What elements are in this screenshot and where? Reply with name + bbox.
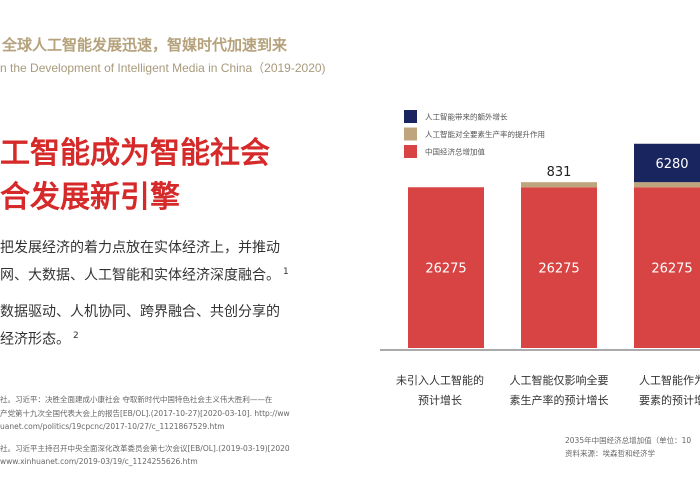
footnote-marker: 2 bbox=[73, 330, 79, 341]
data-label: 26275 bbox=[651, 262, 692, 277]
legend-label: 人工智能对全要素生产率的提升作用 bbox=[425, 129, 545, 139]
data-label: 6280 bbox=[655, 157, 688, 172]
source-line-1: 2035年中国经济总增加值（单位：10 bbox=[565, 436, 692, 445]
body-line-text: 经济形态。 bbox=[0, 331, 70, 348]
legend-swatch bbox=[404, 127, 417, 141]
header-title-cn: 全球人工智能发展迅速，智媒时代加速到来 bbox=[2, 36, 288, 54]
headline: 工智能成为智能社会 合发展新引擎 bbox=[0, 132, 270, 220]
data-label: 26275 bbox=[538, 262, 579, 277]
bar-segment bbox=[408, 187, 484, 348]
category-label: 人工智能作为 bbox=[639, 373, 700, 387]
body-line: 把发展经济的着力点放在实体经济上，并推动 bbox=[0, 240, 280, 256]
headline-line-1: 工智能成为智能社会 bbox=[0, 136, 270, 171]
data-label: 831 bbox=[547, 165, 572, 180]
bar-segment bbox=[521, 182, 597, 188]
reference-line: 社。习近平主持召开中央全面深化改革委员会第七次会议[EB/OL].(2019-0… bbox=[0, 443, 290, 453]
bar-segment bbox=[634, 182, 700, 188]
body-line: 数据驱动、人机协同、跨界融合、共创分享的 bbox=[0, 303, 280, 320]
reference-line: 社。习近平：决胜全面建成小康社会 夺取新时代中国特色社会主义伟大胜利——在 bbox=[0, 395, 273, 404]
header-title-en: n the Development of Intelligent Media i… bbox=[0, 61, 326, 75]
data-label: 26275 bbox=[425, 262, 466, 277]
chart-source: 2035年中国经济总增加值（单位：10 资料来源：埃森哲和经济学 bbox=[565, 434, 691, 460]
legend-label: 人工智能带来的额外增长 bbox=[425, 112, 508, 122]
body-paragraph-2: 数据驱动、人机协同、跨界融合、共创分享的 经济形态。 2 bbox=[0, 300, 289, 352]
body-text: 把发展经济的着力点放在实体经济上，并推动 网、大数据、人工智能和实体经济深度融合… bbox=[0, 236, 289, 363]
category-label: 人工智能仅影响全要 bbox=[510, 373, 609, 387]
bar-segment bbox=[634, 187, 700, 348]
legend-swatch bbox=[404, 110, 417, 123]
legend-swatch bbox=[404, 145, 417, 158]
headline-line-2: 合发展新引擎 bbox=[0, 180, 180, 215]
category-label: 素生产率的预计增长 bbox=[510, 393, 609, 407]
references: 社。习近平：决胜全面建成小康社会 夺取新时代中国特色社会主义伟大胜利——在 产党… bbox=[0, 393, 325, 469]
bar-segment bbox=[634, 143, 700, 183]
category-label: 未引入人工智能的 bbox=[396, 373, 484, 387]
reference-line: www.xinhuanet.com/2019-03/19/c_112425562… bbox=[0, 457, 198, 466]
body-line: 网、大数据、人工智能和实体经济深度融合。 1 bbox=[0, 260, 289, 288]
body-paragraph-1: 把发展经济的着力点放在实体经济上，并推动 网、大数据、人工智能和实体经济深度融合… bbox=[0, 236, 289, 288]
reference-line: 产党第十九次全国代表大会上的报告[EB/OL].(2017-10-27)[202… bbox=[0, 408, 290, 418]
footnote-marker: 1 bbox=[283, 267, 289, 277]
legend-label: 中国经济总增加值 bbox=[425, 147, 485, 157]
body-line: 经济形态。 2 bbox=[0, 324, 289, 352]
source-line-2: 资料来源：埃森哲和经济学 bbox=[565, 449, 655, 458]
bar-segment bbox=[521, 187, 597, 348]
category-label: 预计增长 bbox=[418, 393, 462, 407]
category-label: 要素的预计增 bbox=[639, 393, 700, 407]
body-line-text: 网、大数据、人工智能和实体经济深度融合。 bbox=[0, 267, 280, 284]
reference-line: uanet.com/politics/19cpcnc/2017-10/27/c_… bbox=[0, 422, 225, 431]
